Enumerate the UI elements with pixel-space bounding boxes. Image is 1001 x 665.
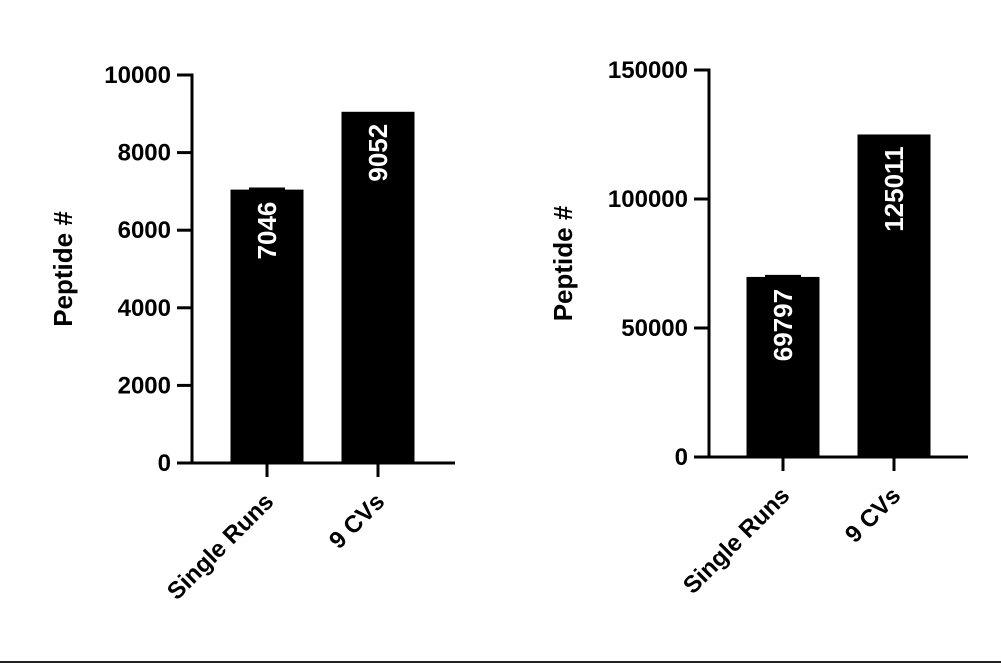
x-category-label-2: 9 CVs [840, 482, 906, 548]
y-tick-label: 0 [158, 450, 171, 477]
chart-panel-1: 7046 9052 0 2000 4000 6000 8000 10000 Single Run… [48, 62, 455, 605]
y-tick-label: 150000 [608, 57, 688, 84]
bar-2 [341, 111, 415, 463]
y-tick-label: 10000 [104, 62, 171, 89]
y-tick-label: 2000 [118, 372, 171, 399]
x-category-label-1: Single Runs [678, 482, 795, 599]
bottom-rule [0, 661, 1001, 663]
y-tick-label: 8000 [118, 140, 171, 167]
y-tick-label: 100000 [608, 186, 688, 213]
bar-2 [857, 134, 931, 457]
y-tick-label: 4000 [118, 295, 171, 322]
bar-value-label-2: 9052 [363, 124, 393, 182]
bar-value-label-1: 69797 [768, 289, 798, 361]
bar-1 [230, 189, 304, 463]
chart-panel-2: 69797 125011 0 50000 100000 150000 Single Runs… [548, 57, 968, 599]
y-axis-title: Peptide # [548, 205, 578, 321]
x-category-label-1: Single Runs [162, 488, 279, 605]
bar-1 [746, 276, 820, 457]
y-tick-label: 6000 [118, 217, 171, 244]
bar-value-label-2: 125011 [879, 146, 909, 231]
x-category-label-2: 9 CVs [324, 488, 390, 554]
y-tick-label: 50000 [621, 315, 688, 342]
bar-value-label-1: 7046 [252, 202, 282, 260]
y-tick-label: 0 [675, 444, 688, 471]
y-axis-title: Peptide # [48, 211, 78, 327]
